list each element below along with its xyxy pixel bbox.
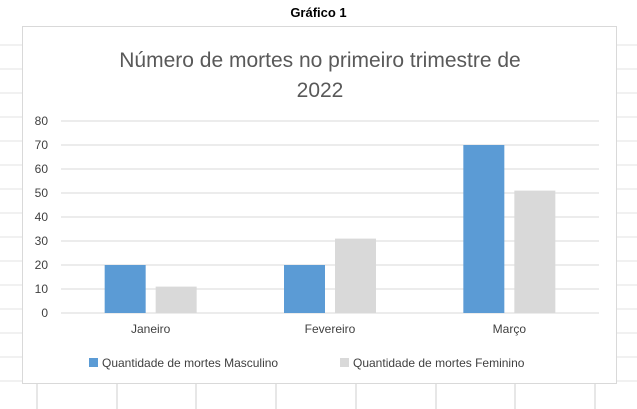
bar [155, 286, 197, 313]
y-tick-label: 0 [41, 306, 48, 320]
figure-heading: Gráfico 1 [290, 5, 347, 20]
bar [284, 265, 325, 313]
bar [104, 265, 146, 313]
x-tick-label: Março [493, 322, 527, 336]
y-tick-label: 10 [35, 282, 49, 296]
y-tick-label: 30 [35, 234, 49, 248]
bar-chart: Número de mortes no primeiro trimestre d… [35, 49, 599, 370]
y-tick-label: 80 [35, 114, 49, 128]
y-tick-label: 50 [35, 186, 49, 200]
legend-label: Quantidade de mortes Masculino [102, 356, 278, 370]
chart-title: Número de mortes no primeiro trimestre d… [119, 49, 520, 72]
legend-label: Quantidade de mortes Feminino [353, 356, 525, 370]
bar [514, 190, 556, 313]
y-tick-label: 40 [35, 210, 49, 224]
y-tick-label: 60 [35, 162, 49, 176]
legend-swatch [89, 358, 98, 367]
x-tick-label: Janeiro [131, 322, 171, 336]
chart-title: 2022 [297, 79, 344, 102]
bar [463, 145, 505, 313]
chart-area[interactable]: Número de mortes no primeiro trimestre d… [22, 26, 617, 384]
x-tick-label: Fevereiro [305, 322, 356, 336]
legend-swatch [340, 358, 349, 367]
bar [335, 238, 376, 313]
y-tick-label: 70 [35, 138, 49, 152]
y-tick-label: 20 [35, 258, 49, 272]
